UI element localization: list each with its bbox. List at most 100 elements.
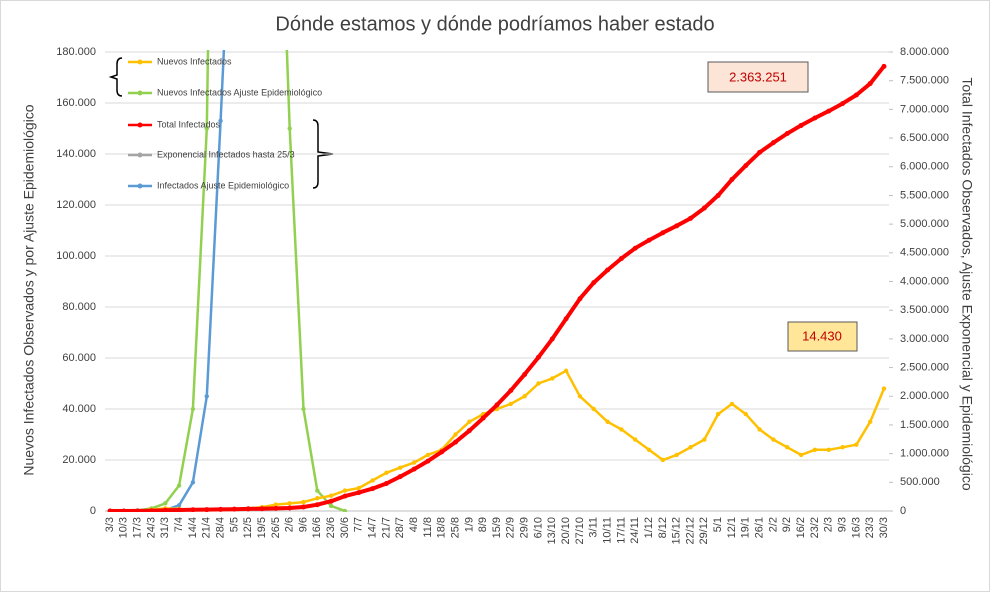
- legend-swatch: [137, 122, 143, 128]
- legend-label: Exponencial Infectados hasta 25/3: [157, 149, 295, 159]
- point: [812, 447, 818, 452]
- point: [301, 499, 306, 505]
- point: [646, 237, 652, 243]
- legend-swatch: [137, 90, 143, 96]
- annotation: 14.430: [802, 328, 842, 343]
- y-tick-label: 0: [90, 505, 96, 517]
- point: [411, 466, 417, 472]
- x-tick-label: 25/8: [449, 517, 461, 538]
- point: [632, 245, 638, 251]
- point: [231, 506, 237, 512]
- x-tick-label: 8/12: [657, 517, 669, 538]
- y2-tick-label: 5.000.000: [900, 218, 949, 230]
- x-tick-label: 22/12: [684, 517, 696, 545]
- y-tick-label: 120.000: [56, 199, 96, 211]
- x-tick-label: 12/5: [242, 517, 254, 538]
- point: [494, 402, 500, 408]
- point: [425, 458, 431, 464]
- x-tick-label: 14/7: [367, 517, 379, 538]
- y-tick-label: 140.000: [56, 148, 96, 160]
- y2-axis-title: Total Infectados Observados, Ajuste Expo…: [959, 77, 975, 490]
- x-tick-label: 29/12: [698, 517, 710, 545]
- x-tick-label: 23/2: [809, 517, 821, 538]
- x-tick-label: 3/11: [588, 517, 600, 538]
- point: [328, 493, 334, 498]
- x-tick-label: 2/3: [823, 517, 835, 532]
- point: [287, 501, 292, 506]
- y-tick-label: 20.000: [62, 454, 96, 466]
- point: [342, 493, 348, 499]
- point: [549, 336, 555, 342]
- point: [398, 465, 403, 470]
- legend-swatch: [137, 59, 143, 65]
- x-tick-label: 28/7: [394, 517, 406, 538]
- point: [688, 445, 693, 450]
- point: [757, 149, 763, 155]
- x-tick-label: 8/9: [477, 517, 489, 532]
- point: [176, 503, 182, 508]
- point: [798, 122, 804, 128]
- point: [314, 502, 320, 508]
- point: [315, 488, 320, 493]
- point: [729, 176, 735, 182]
- point: [701, 205, 707, 211]
- point: [853, 92, 859, 98]
- point: [453, 439, 459, 445]
- point: [743, 163, 749, 169]
- y2-tick-label: 4.000.000: [900, 275, 949, 287]
- point: [121, 508, 127, 512]
- point: [591, 280, 597, 286]
- x-tick-label: 7/4: [173, 517, 185, 532]
- point: [771, 437, 776, 442]
- point: [563, 368, 569, 373]
- x-tick-label: 5/5: [228, 517, 240, 532]
- x-tick-label: 2/2: [767, 517, 779, 532]
- y2-tick-label: 4.500.000: [900, 247, 949, 259]
- point: [384, 470, 389, 475]
- y2-tick-label: 8.000.000: [900, 46, 949, 58]
- x-tick-label: 30/6: [339, 517, 351, 538]
- x-tick-label: 1/9: [463, 517, 475, 532]
- point: [563, 316, 569, 322]
- x-tick-label: 19/1: [740, 517, 752, 538]
- point: [798, 452, 804, 458]
- point: [522, 394, 527, 399]
- point: [812, 115, 818, 121]
- y2-tick-label: 1.000.000: [900, 448, 949, 460]
- y2-tick-label: 2.500.000: [900, 361, 949, 373]
- point: [854, 442, 859, 447]
- x-tick-label: 1/12: [643, 517, 655, 538]
- x-tick-label: 17/11: [615, 517, 627, 544]
- point: [245, 506, 251, 512]
- x-tick-label: 9/6: [297, 517, 309, 532]
- x-tick-label: 4/8: [408, 517, 420, 532]
- x-tick-label: 20/10: [560, 517, 572, 545]
- point: [176, 483, 182, 488]
- y2-tick-label: 3.000.000: [900, 333, 949, 345]
- point: [287, 505, 293, 511]
- point: [591, 406, 596, 412]
- legend-label: Nuevos Infectados: [157, 56, 232, 66]
- point: [508, 388, 514, 394]
- point: [162, 507, 168, 512]
- point: [508, 401, 514, 407]
- y2-tick-label: 5.500.000: [900, 189, 949, 201]
- point: [466, 428, 472, 434]
- point: [535, 354, 541, 360]
- point: [259, 506, 265, 512]
- x-tick-label: 26/5: [270, 517, 282, 538]
- x-tick-label: 17/3: [132, 517, 144, 538]
- point: [619, 427, 624, 432]
- x-tick-label: 14/4: [187, 517, 199, 538]
- y-tick-label: 80.000: [62, 301, 96, 313]
- point: [785, 445, 790, 450]
- legend-label: Infectados Ajuste Epidemiológico: [157, 180, 289, 190]
- y2-tick-label: 2.000.000: [900, 390, 949, 402]
- chart-title: Dónde estamos y dónde podríamos haber es…: [275, 13, 714, 35]
- point: [757, 427, 762, 432]
- point: [826, 108, 832, 114]
- point: [273, 505, 279, 511]
- point: [328, 498, 334, 504]
